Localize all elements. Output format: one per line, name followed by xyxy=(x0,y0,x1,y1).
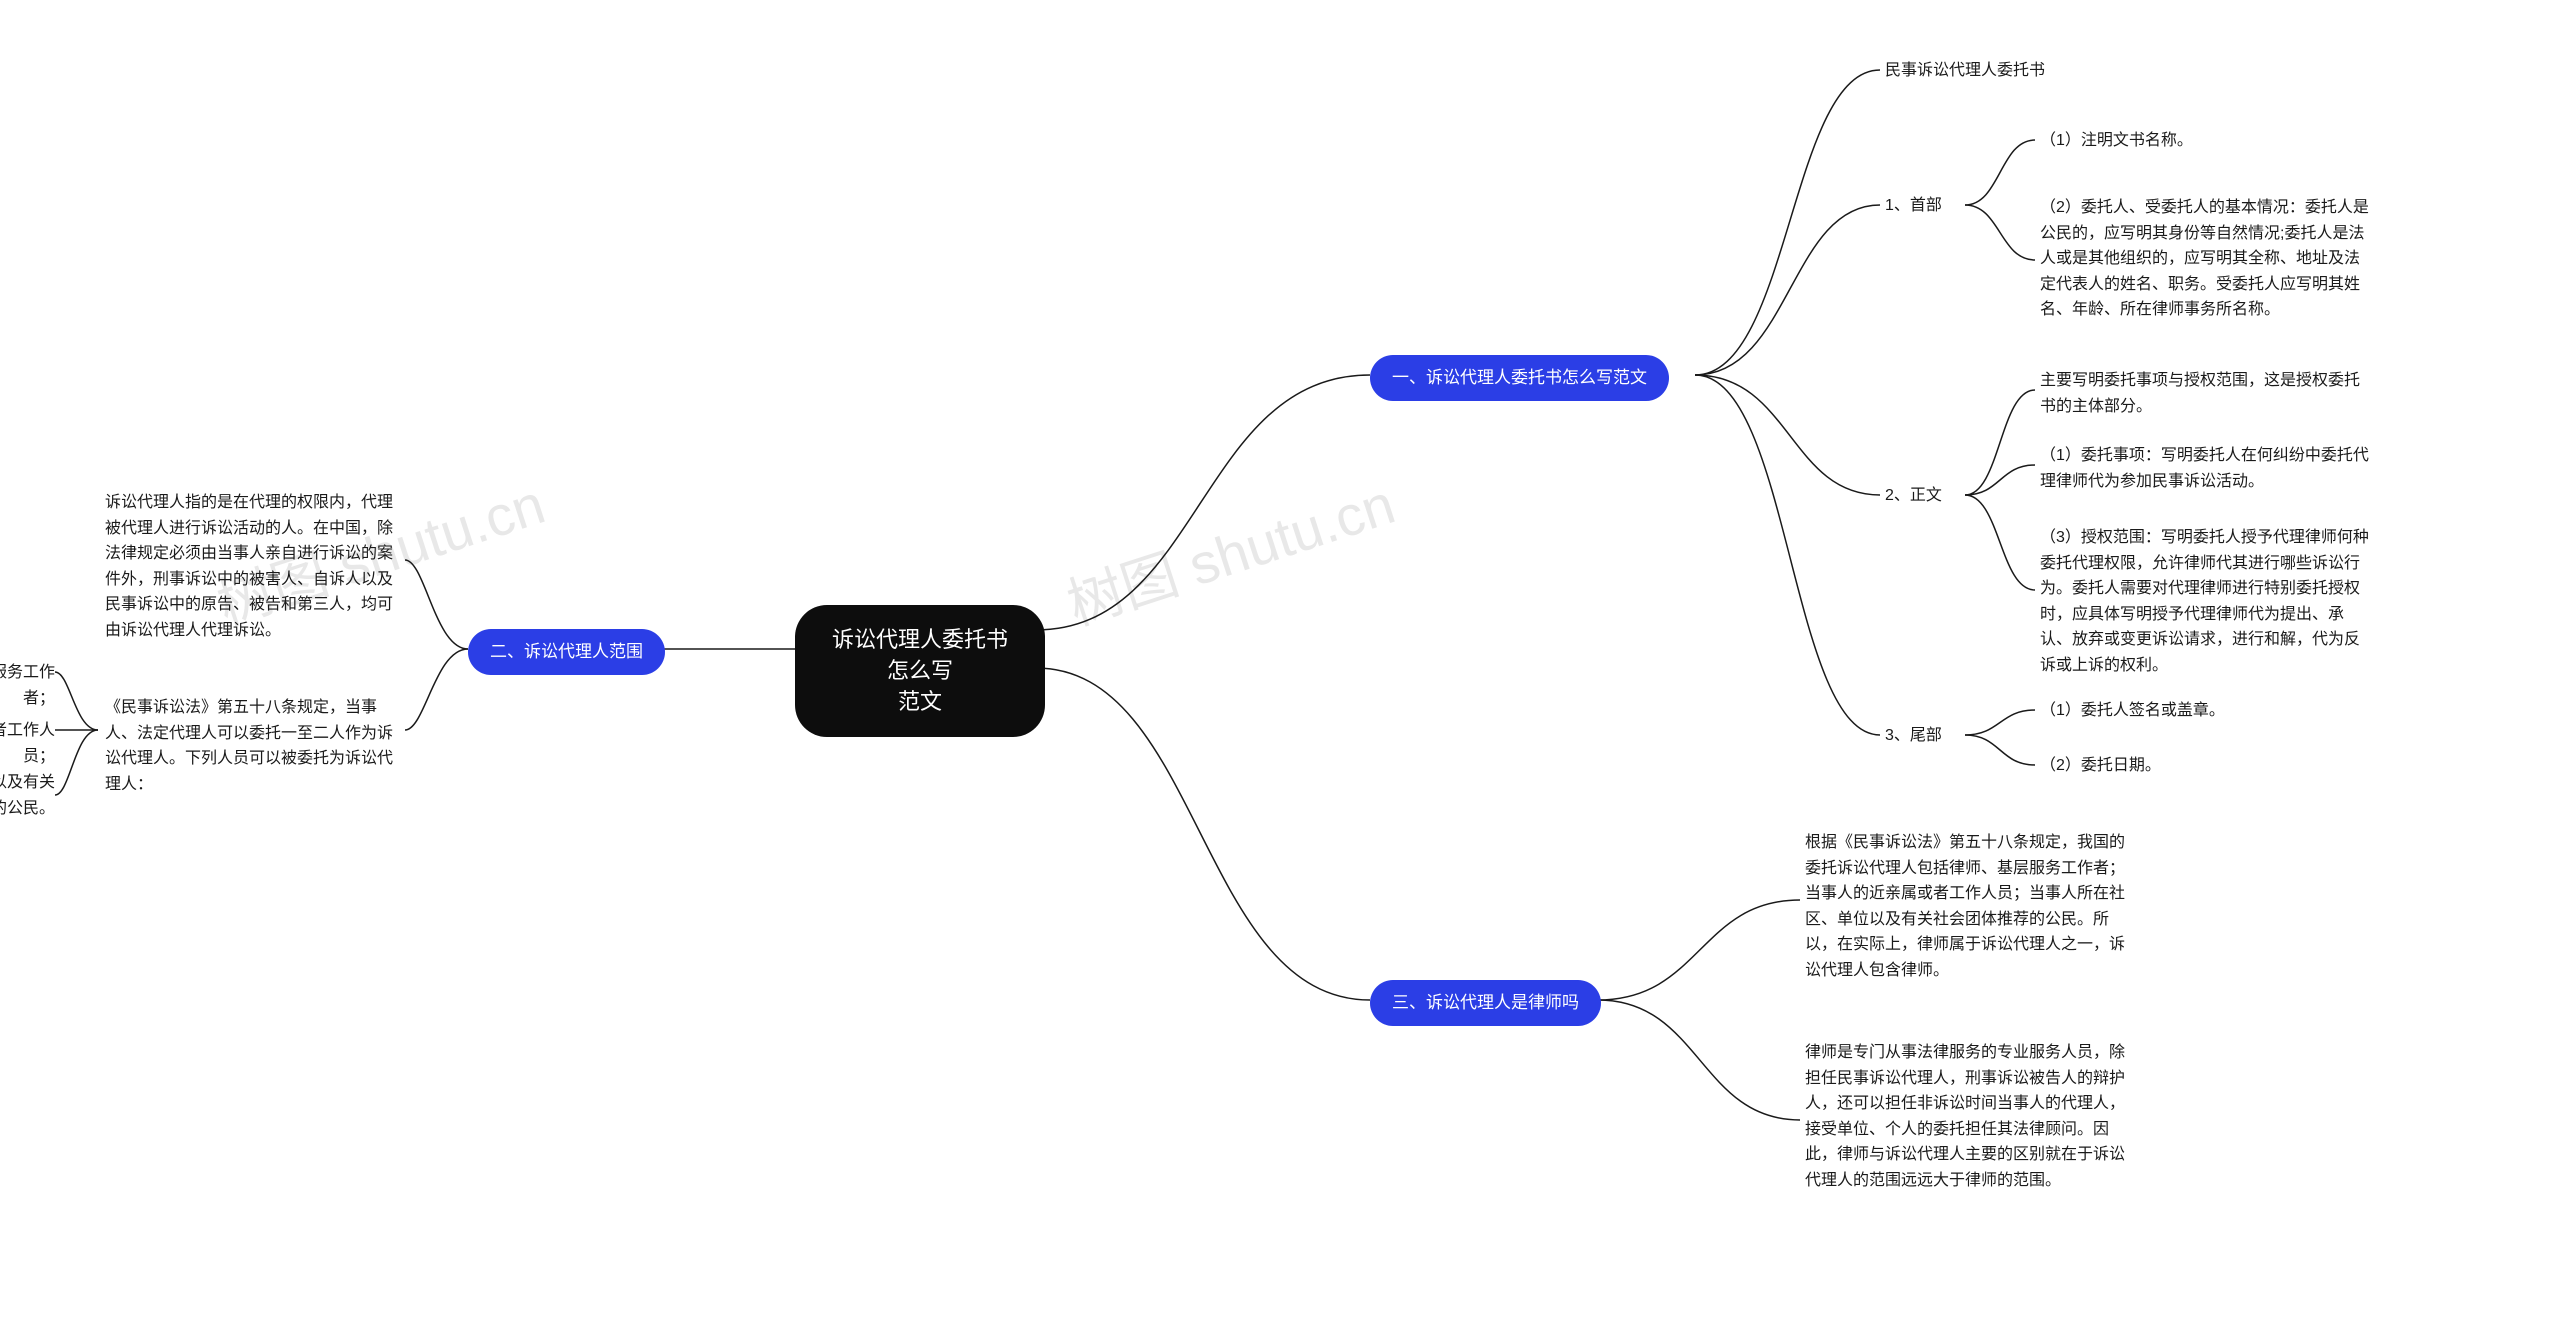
b1-body-label: 2、正文 xyxy=(1885,483,1965,509)
b2-item3: （三）当事人所在社区、单位以及有关社会团体推荐的公民。 xyxy=(0,770,55,821)
b2-def: 诉讼代理人指的是在代理的权限内，代理被代理人进行诉讼活动的人。在中国，除法律规定… xyxy=(105,490,405,644)
branch-3: 三、诉讼代理人是律师吗 xyxy=(1370,980,1601,1026)
b1-head-label: 1、首部 xyxy=(1885,193,1965,219)
branch-1: 一、诉讼代理人委托书怎么写范文 xyxy=(1370,355,1669,401)
b1-civil: 民事诉讼代理人委托书 xyxy=(1885,58,2185,84)
b1-tail-label: 3、尾部 xyxy=(1885,723,1965,749)
b3-p1: 根据《民事诉讼法》第五十八条规定，我国的委托诉讼代理人包括律师、基层服务工作者；… xyxy=(1805,830,2135,984)
b2-law: 《民事诉讼法》第五十八条规定，当事人、法定代理人可以委托一至二人作为诉讼代理人。… xyxy=(105,695,405,797)
b2-item2: （二）当事人的近亲属或者工作人员； xyxy=(0,718,55,769)
b1-head-2: （2）委托人、受委托人的基本情况：委托人是公民的，应写明其身份等自然情况;委托人… xyxy=(2040,195,2370,323)
b1-head-1: （1）注明文书名称。 xyxy=(2040,128,2340,154)
b2-item1: （一）律师、基层法律服务工作者； xyxy=(0,660,55,711)
branch-2: 二、诉讼代理人范围 xyxy=(468,629,665,675)
center-node: 诉讼代理人委托书怎么写范文 xyxy=(795,605,1045,737)
watermark-right: 树图 shutu.cn xyxy=(1056,460,1404,642)
b1-body-intro: 主要写明委托事项与授权范围，这是授权委托书的主体部分。 xyxy=(2040,368,2370,419)
b1-body-3: （3）授权范围：写明委托人授予代理律师何种委托代理权限，允许律师代其进行哪些诉讼… xyxy=(2040,525,2370,679)
b1-body-1: （1）委托事项：写明委托人在何纠纷中委托代理律师代为参加民事诉讼活动。 xyxy=(2040,443,2370,494)
b3-p2: 律师是专门从事法律服务的专业服务人员，除担任民事诉讼代理人，刑事诉讼被告人的辩护… xyxy=(1805,1040,2135,1194)
b1-tail-2: （2）委托日期。 xyxy=(2040,753,2340,779)
b1-tail-1: （1）委托人签名或盖章。 xyxy=(2040,698,2340,724)
center-title: 诉讼代理人委托书怎么写范文 xyxy=(832,627,1008,714)
